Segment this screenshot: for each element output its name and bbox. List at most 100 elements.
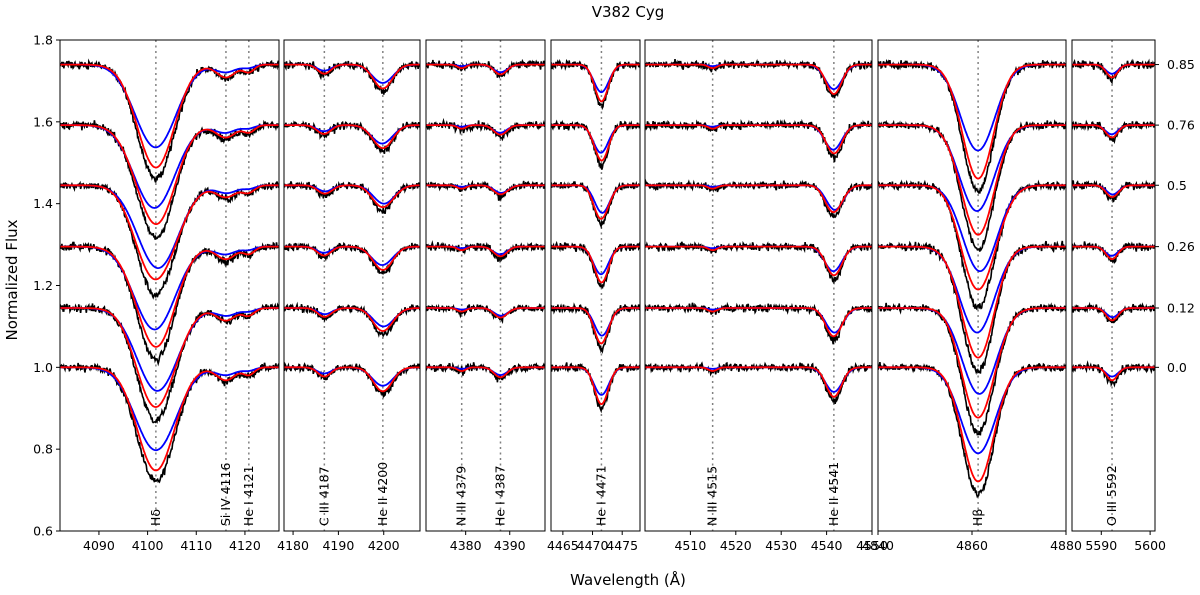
observed-spectrum-p3-2 [426,239,545,264]
model-2-spectrum-p4-5 [551,63,640,103]
y-tick-label-3: 1.0 [33,360,53,375]
model-1-spectrum-p5-3 [645,184,872,211]
phase-label-1: 0.0 [1167,360,1187,375]
model-1-spectrum-p1-3 [60,184,279,269]
observed-spectrum-p6-3 [878,179,1066,311]
panel-2: C III 4187 He II 4200 4180 4190 4200 [277,39,421,553]
phase-label-2: 0.12 [1167,301,1195,316]
line-label-5-1: N III 4515 [705,466,720,526]
x-tick-label-4-3: 4475 [606,538,638,553]
line-label-2-1: C III 4187 [316,466,331,526]
phase-label-layer: 0.0 0.12 0.26 0.5 0.76 0.85 [1155,57,1195,375]
line-label-3-1: N III 4379 [454,466,469,526]
model-2-spectrum-p1-2 [60,245,279,348]
model-2-spectrum-p4-2 [551,245,640,284]
line-label-7-1: O III 5592 [1104,465,1119,526]
x-tick-label-5-1: 4510 [674,538,706,553]
model-1-spectrum-p5-1 [645,307,872,334]
model-2-spectrum-p1-0 [60,366,279,472]
model-2-spectrum-p6-0 [878,366,1066,483]
x-tick-label-7-2: 5600 [1134,538,1166,553]
y-axis-title: Normalized Flux [3,219,21,340]
model-2-spectrum-p4-1 [551,307,640,345]
model-2-spectrum-p7-5 [1072,63,1155,79]
x-tick-label-1-4: 4120 [229,538,261,553]
observed-spectrum-p1-3 [60,180,279,300]
observed-spectrum-p2-1 [284,301,420,338]
model-2-spectrum-p5-2 [645,245,872,277]
panel-frame-4 [550,39,641,532]
model-1-spectrum-p1-0 [60,366,279,452]
model-1-spectrum-p2-4 [284,124,420,145]
model-2-spectrum-p3-2 [426,245,545,258]
model-2-spectrum-p6-5 [878,63,1066,180]
x-tick-label-6-1: 4840 [862,538,894,553]
observed-spectrum-p7-3 [1072,179,1155,204]
model-2-spectrum-p4-3 [551,184,640,220]
model-2-spectrum-p5-3 [645,184,872,214]
panel-2-spectra [284,59,420,399]
x-tick-label-5-5: 4550 [856,538,888,553]
observed-spectrum-p1-1 [60,302,279,425]
model-2-spectrum-p6-3 [878,184,1066,291]
observed-spectrum-p1-0 [60,362,279,484]
model-2-spectrum-p3-1 [426,307,545,319]
observed-spectrum-p5-4 [645,118,872,163]
model-2-spectrum-p6-2 [878,245,1066,359]
observed-spectrum-p4-4 [551,119,640,170]
x-axis-title: Wavelength (Å) [570,570,686,589]
y-tick-label-2: 0.8 [33,442,53,457]
model-2-spectrum-p3-3 [426,184,545,196]
observed-spectrum-p5-0 [645,361,872,405]
y-tick-label-6: 1.6 [33,114,53,129]
observed-spectrum-p3-4 [426,117,545,142]
panel-7-spectra [1072,58,1155,388]
y-tick-label-4: 1.2 [33,278,53,293]
panel-5: N III 4515 He II 4541 4510 4520 4530 4540 4550 [644,39,888,553]
x-tick-label-3-2: 4390 [494,538,526,553]
observed-spectrum-p4-5 [551,58,640,111]
x-tick-label-7-1: 5590 [1085,538,1117,553]
observed-spectrum-p5-1 [645,301,872,345]
observed-spectrum-p1-4 [60,119,279,240]
model-1-spectrum-p7-0 [1072,366,1155,378]
model-2-spectrum-p1-4 [60,124,279,225]
panel-6-spectra [878,59,1066,498]
model-2-spectrum-p1-5 [60,63,279,169]
panel-3-spectra [426,58,545,383]
model-2-spectrum-p5-0 [645,366,872,398]
model-2-spectrum-p7-1 [1072,307,1155,322]
model-1-spectrum-p2-0 [284,366,420,387]
y-tick-label-1: 0.6 [33,524,53,539]
line-label-6-1: Hβ [970,509,985,526]
observed-spectrum-p2-5 [284,59,420,95]
line-label-2-2: He II 4200 [375,462,390,526]
observed-spectrum-p3-0 [426,361,545,383]
model-2-spectrum-p2-4 [284,124,420,149]
model-2-spectrum-p2-5 [284,63,420,90]
observed-spectrum-p5-5 [645,58,872,99]
panel-5-spectra [645,58,872,405]
line-label-3-2: He I 4387 [492,465,507,526]
phase-label-4: 0.5 [1167,178,1187,193]
observed-spectrum-p2-4 [284,120,420,155]
model-2-spectrum-p6-1 [878,307,1066,419]
line-label-1-2: Si IV 4116 [218,463,233,526]
panel-frame-7 [1071,39,1156,532]
panel-frame-6 [877,39,1067,532]
panel-1-spectra [60,58,279,484]
phase-label-3: 0.26 [1167,239,1195,254]
model-2-spectrum-p4-0 [551,366,640,405]
model-2-spectrum-p7-2 [1072,245,1155,261]
model-2-spectrum-p5-4 [645,124,872,155]
observed-spectrum-p3-3 [426,179,545,201]
model-2-spectrum-p3-5 [426,63,545,76]
panels-layer: Hδ Si IV 4116 He I 4121 4090 4100 4110 4120 C I… [59,39,1166,553]
panel-frame-3 [425,39,546,532]
model-2-spectrum-p1-3 [60,184,279,281]
x-tick-label-5-4: 4540 [811,538,843,553]
panel-frame-2 [283,39,421,532]
x-tick-label-1-1: 4090 [83,538,115,553]
